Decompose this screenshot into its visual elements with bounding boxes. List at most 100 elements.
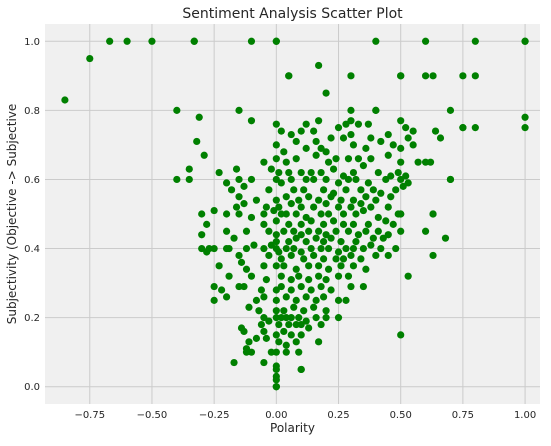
scatter-point	[292, 234, 300, 242]
scatter-point	[367, 203, 375, 211]
scatter-point	[235, 193, 243, 201]
scatter-point	[421, 37, 430, 45]
scatter-point	[357, 255, 365, 263]
scatter-point	[272, 296, 280, 304]
scatter-point	[277, 255, 285, 263]
scatter-point	[367, 134, 375, 142]
scatter-point	[148, 37, 156, 45]
scatter-point	[362, 227, 370, 235]
scatter-point	[230, 234, 238, 242]
scatter-point	[300, 255, 308, 263]
scatter-point	[260, 358, 268, 367]
scatter-point	[315, 227, 323, 235]
scatter-point	[292, 296, 300, 304]
scatter-point	[282, 244, 290, 253]
scatter-point	[397, 175, 405, 184]
scatter-point	[317, 320, 325, 329]
scatter-point	[252, 334, 261, 342]
scatter-point	[312, 296, 320, 304]
scatter-point	[242, 227, 251, 235]
scatter-point	[305, 227, 313, 235]
scatter-point	[329, 217, 338, 225]
scatter-point	[242, 244, 251, 253]
scatter-point	[429, 251, 437, 260]
scatter-point	[282, 341, 290, 349]
scatter-point	[297, 320, 305, 329]
scatter-point	[339, 220, 348, 228]
scatter-point	[315, 272, 323, 280]
scatter-point	[297, 220, 305, 228]
scatter-point	[322, 175, 330, 184]
scatter-point	[310, 203, 318, 211]
scatter-point	[235, 175, 243, 184]
y-tick-label: 0.8	[24, 106, 40, 117]
scatter-point	[302, 120, 310, 128]
scatter-point	[431, 127, 440, 135]
scatter-point	[305, 324, 313, 332]
y-tick-label: 0.0	[24, 382, 40, 393]
scatter-point	[319, 255, 328, 263]
scatter-point	[521, 37, 529, 45]
scatter-point	[173, 106, 181, 114]
scatter-point	[421, 72, 430, 80]
scatter-point	[334, 272, 343, 280]
scatter-point	[322, 200, 330, 208]
x-tick-label: 0.00	[265, 410, 287, 421]
scatter-point	[315, 196, 323, 204]
scatter-point	[397, 144, 405, 152]
scatter-point	[322, 148, 330, 156]
scatter-point	[441, 234, 450, 242]
scatter-point	[297, 331, 305, 339]
x-tick-label: 1.00	[514, 410, 536, 421]
scatter-point	[421, 158, 430, 166]
scatter-point	[372, 37, 380, 45]
scatter-point	[272, 141, 280, 149]
scatter-point	[334, 179, 343, 187]
scatter-point	[295, 272, 303, 280]
scatter-point	[359, 244, 367, 253]
scatter-point	[322, 276, 330, 284]
scatter-point	[302, 144, 310, 152]
scatter-point	[310, 303, 318, 311]
scatter-point	[282, 193, 290, 201]
scatter-point	[327, 234, 335, 242]
scatter-point	[332, 227, 340, 235]
scatter-point	[272, 376, 280, 384]
x-tick-label: −0.25	[199, 410, 230, 421]
scatter-point	[267, 348, 275, 356]
scatter-point	[86, 54, 94, 63]
scatter-point	[297, 248, 305, 256]
y-tick-label: 0.6	[24, 175, 40, 186]
scatter-point	[260, 220, 268, 228]
scatter-point	[277, 282, 285, 291]
scatter-point	[277, 179, 285, 187]
scatter-point	[272, 383, 280, 391]
scatter-point	[367, 241, 375, 249]
scatter-point	[287, 314, 295, 322]
scatter-point	[277, 314, 285, 322]
scatter-point	[292, 320, 300, 329]
scatter-point	[260, 262, 268, 270]
scatter-point	[123, 37, 131, 45]
scatter-point	[287, 251, 295, 260]
scatter-point	[305, 193, 313, 201]
scatter-point	[347, 72, 355, 80]
scatter-point	[237, 258, 246, 266]
scatter-point	[342, 296, 350, 304]
scatter-point	[399, 182, 407, 190]
scatter-point	[397, 210, 405, 218]
scatter-point	[61, 96, 69, 104]
scatter-point	[265, 317, 273, 325]
scatter-point	[352, 175, 360, 184]
scatter-point	[252, 196, 261, 204]
scatter-point	[302, 293, 310, 301]
scatter-point	[317, 168, 325, 177]
data-points	[61, 37, 529, 391]
scatter-point	[300, 307, 308, 315]
scatter-point	[446, 175, 455, 184]
scatter-point	[327, 134, 335, 142]
scatter-point	[446, 106, 455, 114]
scatter-point	[297, 282, 305, 291]
scatter-point	[225, 244, 233, 253]
